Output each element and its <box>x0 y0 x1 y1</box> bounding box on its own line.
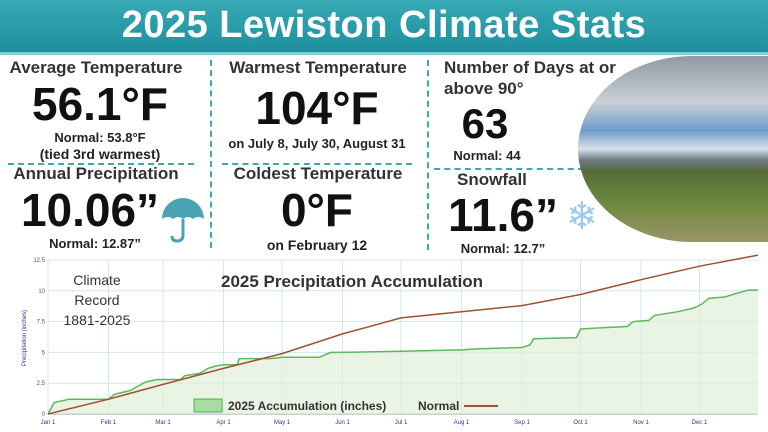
warmest-note: on July 8, July 30, August 31 <box>228 136 406 151</box>
landscape-photo <box>578 56 768 242</box>
annotation-line-2: Record <box>74 292 119 308</box>
coldest-label: Coldest Temperature <box>233 164 403 183</box>
days90-label-2: above 90° <box>444 79 524 98</box>
precip-chart: 0 2.5 5 7.5 10 12.5 Jan 1 Feb 1 Mar 1 Apr 1 May 1 J… <box>22 254 759 426</box>
umbrella-icon <box>162 198 204 243</box>
precip-value: 10.06” <box>20 184 160 236</box>
divider <box>210 60 212 248</box>
avg-temp-label: Average Temperature <box>9 58 183 77</box>
x-tick-label: Jan 1 <box>41 420 56 426</box>
series-2025-line <box>47 289 758 415</box>
x-tick-label: Dec 1 <box>692 420 708 426</box>
legend-label-2025: 2025 Accumulation (inches) <box>228 399 386 413</box>
x-tick-label: May 1 <box>274 420 291 426</box>
avg-temp-note: (tied 3rd warmest) <box>39 146 161 162</box>
y-tick-label: 12.5 <box>33 258 45 264</box>
warmest-value: 104°F <box>255 82 379 134</box>
y-tick-label: 7.5 <box>37 320 46 326</box>
x-tick-label: Nov 1 <box>633 420 649 426</box>
divider <box>434 168 584 170</box>
divider <box>427 60 429 250</box>
divider <box>222 163 412 165</box>
precip-normal: Normal: 12.87” <box>49 236 141 251</box>
precip-label: Annual Precipitation <box>13 164 179 183</box>
series-normal-line <box>47 254 759 415</box>
avg-temp-normal: Normal: 53.8°F <box>54 130 146 145</box>
snowflake-icon: ❄ <box>566 196 598 238</box>
header-banner: 2025 Lewiston Climate Stats <box>0 0 768 55</box>
legend-swatch-2025 <box>193 398 223 413</box>
snow-normal: Normal: 12.7” <box>460 241 546 256</box>
series-2025-area <box>48 290 758 414</box>
y-tick-label: 0 <box>42 412 46 418</box>
days90-label: Number of Days at or <box>444 58 616 77</box>
x-tick-label: Aug 1 <box>454 420 470 426</box>
x-tick-label: Mar 1 <box>155 420 171 426</box>
y-tick-label: 10 <box>38 289 45 295</box>
coldest-note: on February 12 <box>266 237 368 253</box>
legend-label-normal: Normal <box>418 399 459 413</box>
y-axis-label: Precipitation (inches) <box>22 310 28 366</box>
days90-value: 63 <box>461 100 509 147</box>
annotation-line-1: Climate <box>73 272 121 288</box>
x-tick-label: Jul 1 <box>395 420 408 426</box>
x-tick-label: Apr 1 <box>216 420 231 426</box>
divider <box>8 163 194 165</box>
snow-label: Snowfall <box>457 170 527 189</box>
coldest-value: 0°F <box>280 184 354 236</box>
warmest-label: Warmest Temperature <box>229 58 407 77</box>
annotation-line-3: 1881-2025 <box>64 312 131 328</box>
x-tick-label: Oct 1 <box>573 420 588 426</box>
y-tick-label: 2.5 <box>37 381 46 387</box>
x-tick-label: Jun 1 <box>335 420 350 426</box>
x-tick-label: Feb 1 <box>101 420 117 426</box>
avg-temp-value: 56.1°F <box>31 78 169 130</box>
chart-title: 2025 Precipitation Accumulation <box>221 272 483 291</box>
page-title: 2025 Lewiston Climate Stats <box>121 4 647 47</box>
days90-normal: Normal: 44 <box>453 148 521 163</box>
y-tick-label: 5 <box>42 350 46 356</box>
snow-value: 11.6” <box>448 189 558 241</box>
x-tick-label: Sep 1 <box>514 420 530 426</box>
